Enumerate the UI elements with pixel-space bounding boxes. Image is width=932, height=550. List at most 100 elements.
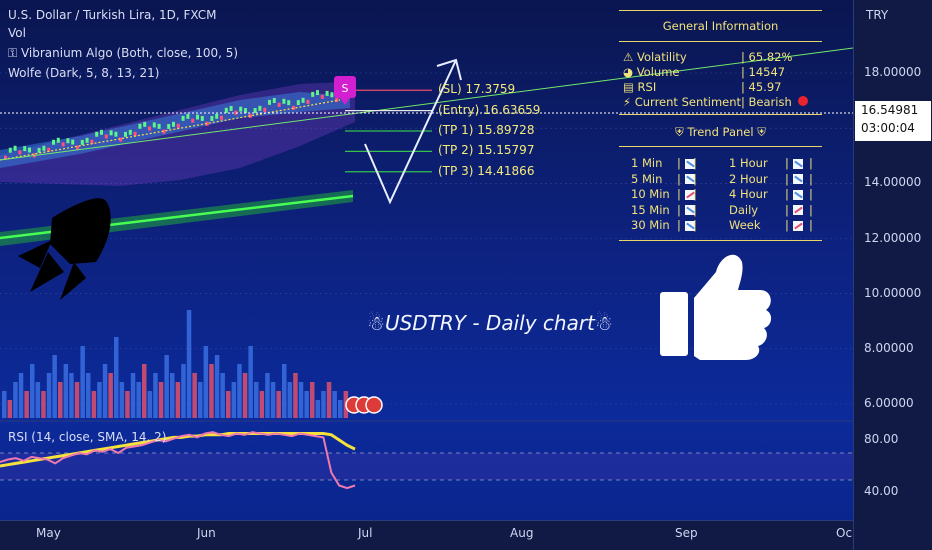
price-tick-label: 8.00000 [864, 341, 914, 355]
thumbs-up-hand [694, 254, 772, 360]
candle [162, 129, 166, 134]
trend-up-icon [792, 220, 803, 231]
volume-bar [80, 346, 85, 418]
volume-bar [214, 355, 220, 418]
projection-path [364, 59, 457, 205]
level-label: (TP 1) 15.89728 [438, 123, 535, 137]
volume-bar [192, 373, 197, 418]
time-axis[interactable] [0, 520, 853, 550]
volume-bar [338, 400, 343, 418]
candle [71, 139, 75, 145]
current-price-box: 16.54981 03:00:04 [855, 101, 931, 141]
volume-bar [24, 391, 29, 418]
volume-bar [181, 364, 186, 418]
info-value: | 45.97 [741, 80, 782, 94]
candle [325, 90, 329, 96]
candle [229, 106, 233, 111]
trend-separator: | [677, 203, 695, 217]
trend-separator: | [809, 187, 813, 201]
warning-icon: ⚠ [623, 50, 637, 64]
candle [80, 139, 84, 145]
volume-bar [13, 382, 18, 418]
trend-separator: | [677, 172, 695, 186]
time-tick-label: Jul [358, 526, 373, 540]
candle [28, 147, 31, 153]
volume-bar [186, 310, 192, 418]
trend-separator: | [785, 156, 803, 170]
volume-bar [114, 337, 119, 418]
volume-bar [175, 382, 181, 418]
trend-separator: | [785, 203, 803, 217]
trend-timeframe-label: 1 Hour [729, 156, 768, 170]
price-tick-label: 10.00000 [864, 286, 922, 300]
trend-separator: | [785, 172, 803, 186]
volume-bar [287, 382, 293, 418]
candle [148, 126, 151, 131]
candle [143, 121, 147, 127]
panel-divider [619, 41, 822, 42]
candle [8, 147, 12, 153]
time-tick-label: Sep [675, 526, 698, 540]
info-label: RSI [637, 80, 657, 94]
candle [114, 131, 118, 137]
info-row-current-sentiment: ⚡ Current Sentiment [623, 95, 741, 109]
candle [200, 115, 204, 121]
panel-divider [619, 114, 822, 115]
lightning-icon: ⚡ [623, 95, 635, 109]
candle [23, 146, 27, 152]
price-axis[interactable]: TRY [853, 0, 932, 550]
candle [268, 99, 271, 105]
candle [220, 115, 223, 120]
trend-separator: | [677, 187, 695, 201]
trend-line [0, 47, 854, 161]
info-value: | 65.82% [741, 50, 793, 64]
volume-bar [254, 382, 259, 418]
trend-down-icon [684, 174, 695, 184]
volume-bar [310, 382, 315, 418]
price-tick-label: 12.00000 [864, 231, 922, 245]
trend-panel-title: ⛨ Trend Panel ⛨ [619, 125, 822, 140]
candle [244, 108, 247, 114]
current-price: 16.54981 [861, 103, 919, 117]
candle [282, 98, 286, 104]
volume-bar [298, 382, 304, 418]
candle [119, 137, 123, 142]
indicator-vol[interactable]: Vol [8, 26, 26, 40]
trend-up-icon [792, 205, 803, 215]
volume-bar [125, 391, 130, 418]
volume-bar [63, 364, 69, 418]
volume-bar [74, 382, 80, 418]
info-row-volatility: ⚠ Volatility [623, 50, 687, 64]
indicator-vibranium[interactable]: ⚿ Vibranium Algo (Both, close, 100, 5) [8, 46, 239, 60]
chart-caption: ☃USDTRY - Daily chart☃ [367, 311, 613, 335]
candle [100, 129, 103, 135]
shield-icon: ⛨ [753, 125, 766, 139]
trend-timeframe-label: 2 Hour [729, 171, 768, 186]
indicator-wolfe[interactable]: Wolfe (Dark, 5, 8, 13, 21) [8, 66, 160, 80]
candle [263, 107, 267, 112]
envelope-band [0, 82, 355, 186]
volume-bar [226, 391, 231, 418]
price-tick-label: 18.00000 [864, 65, 922, 79]
volume-bar [41, 391, 46, 418]
level-label: (TP 2) 15.15797 [438, 143, 535, 158]
rocket-fin [18, 240, 52, 268]
candle [277, 102, 281, 107]
rsi-indicator-title[interactable]: RSI (14, close, SMA, 14, 2) [8, 430, 167, 444]
candle [128, 129, 132, 135]
volume-bar [158, 382, 164, 418]
trend-down-icon [684, 205, 695, 215]
volume-bar [58, 382, 63, 418]
globe-icon: ◕ [623, 65, 637, 79]
shield-icon: ⛨ [675, 125, 688, 139]
trend-separator: | [693, 171, 697, 186]
trend-separator: | [693, 218, 697, 232]
candle [311, 91, 315, 97]
time-tick-label: May [36, 526, 61, 540]
candle [76, 145, 79, 150]
volume-bar [35, 382, 41, 418]
trend-up-icon [684, 189, 695, 200]
info-value: | 14547 [741, 65, 786, 79]
candle [157, 123, 161, 129]
